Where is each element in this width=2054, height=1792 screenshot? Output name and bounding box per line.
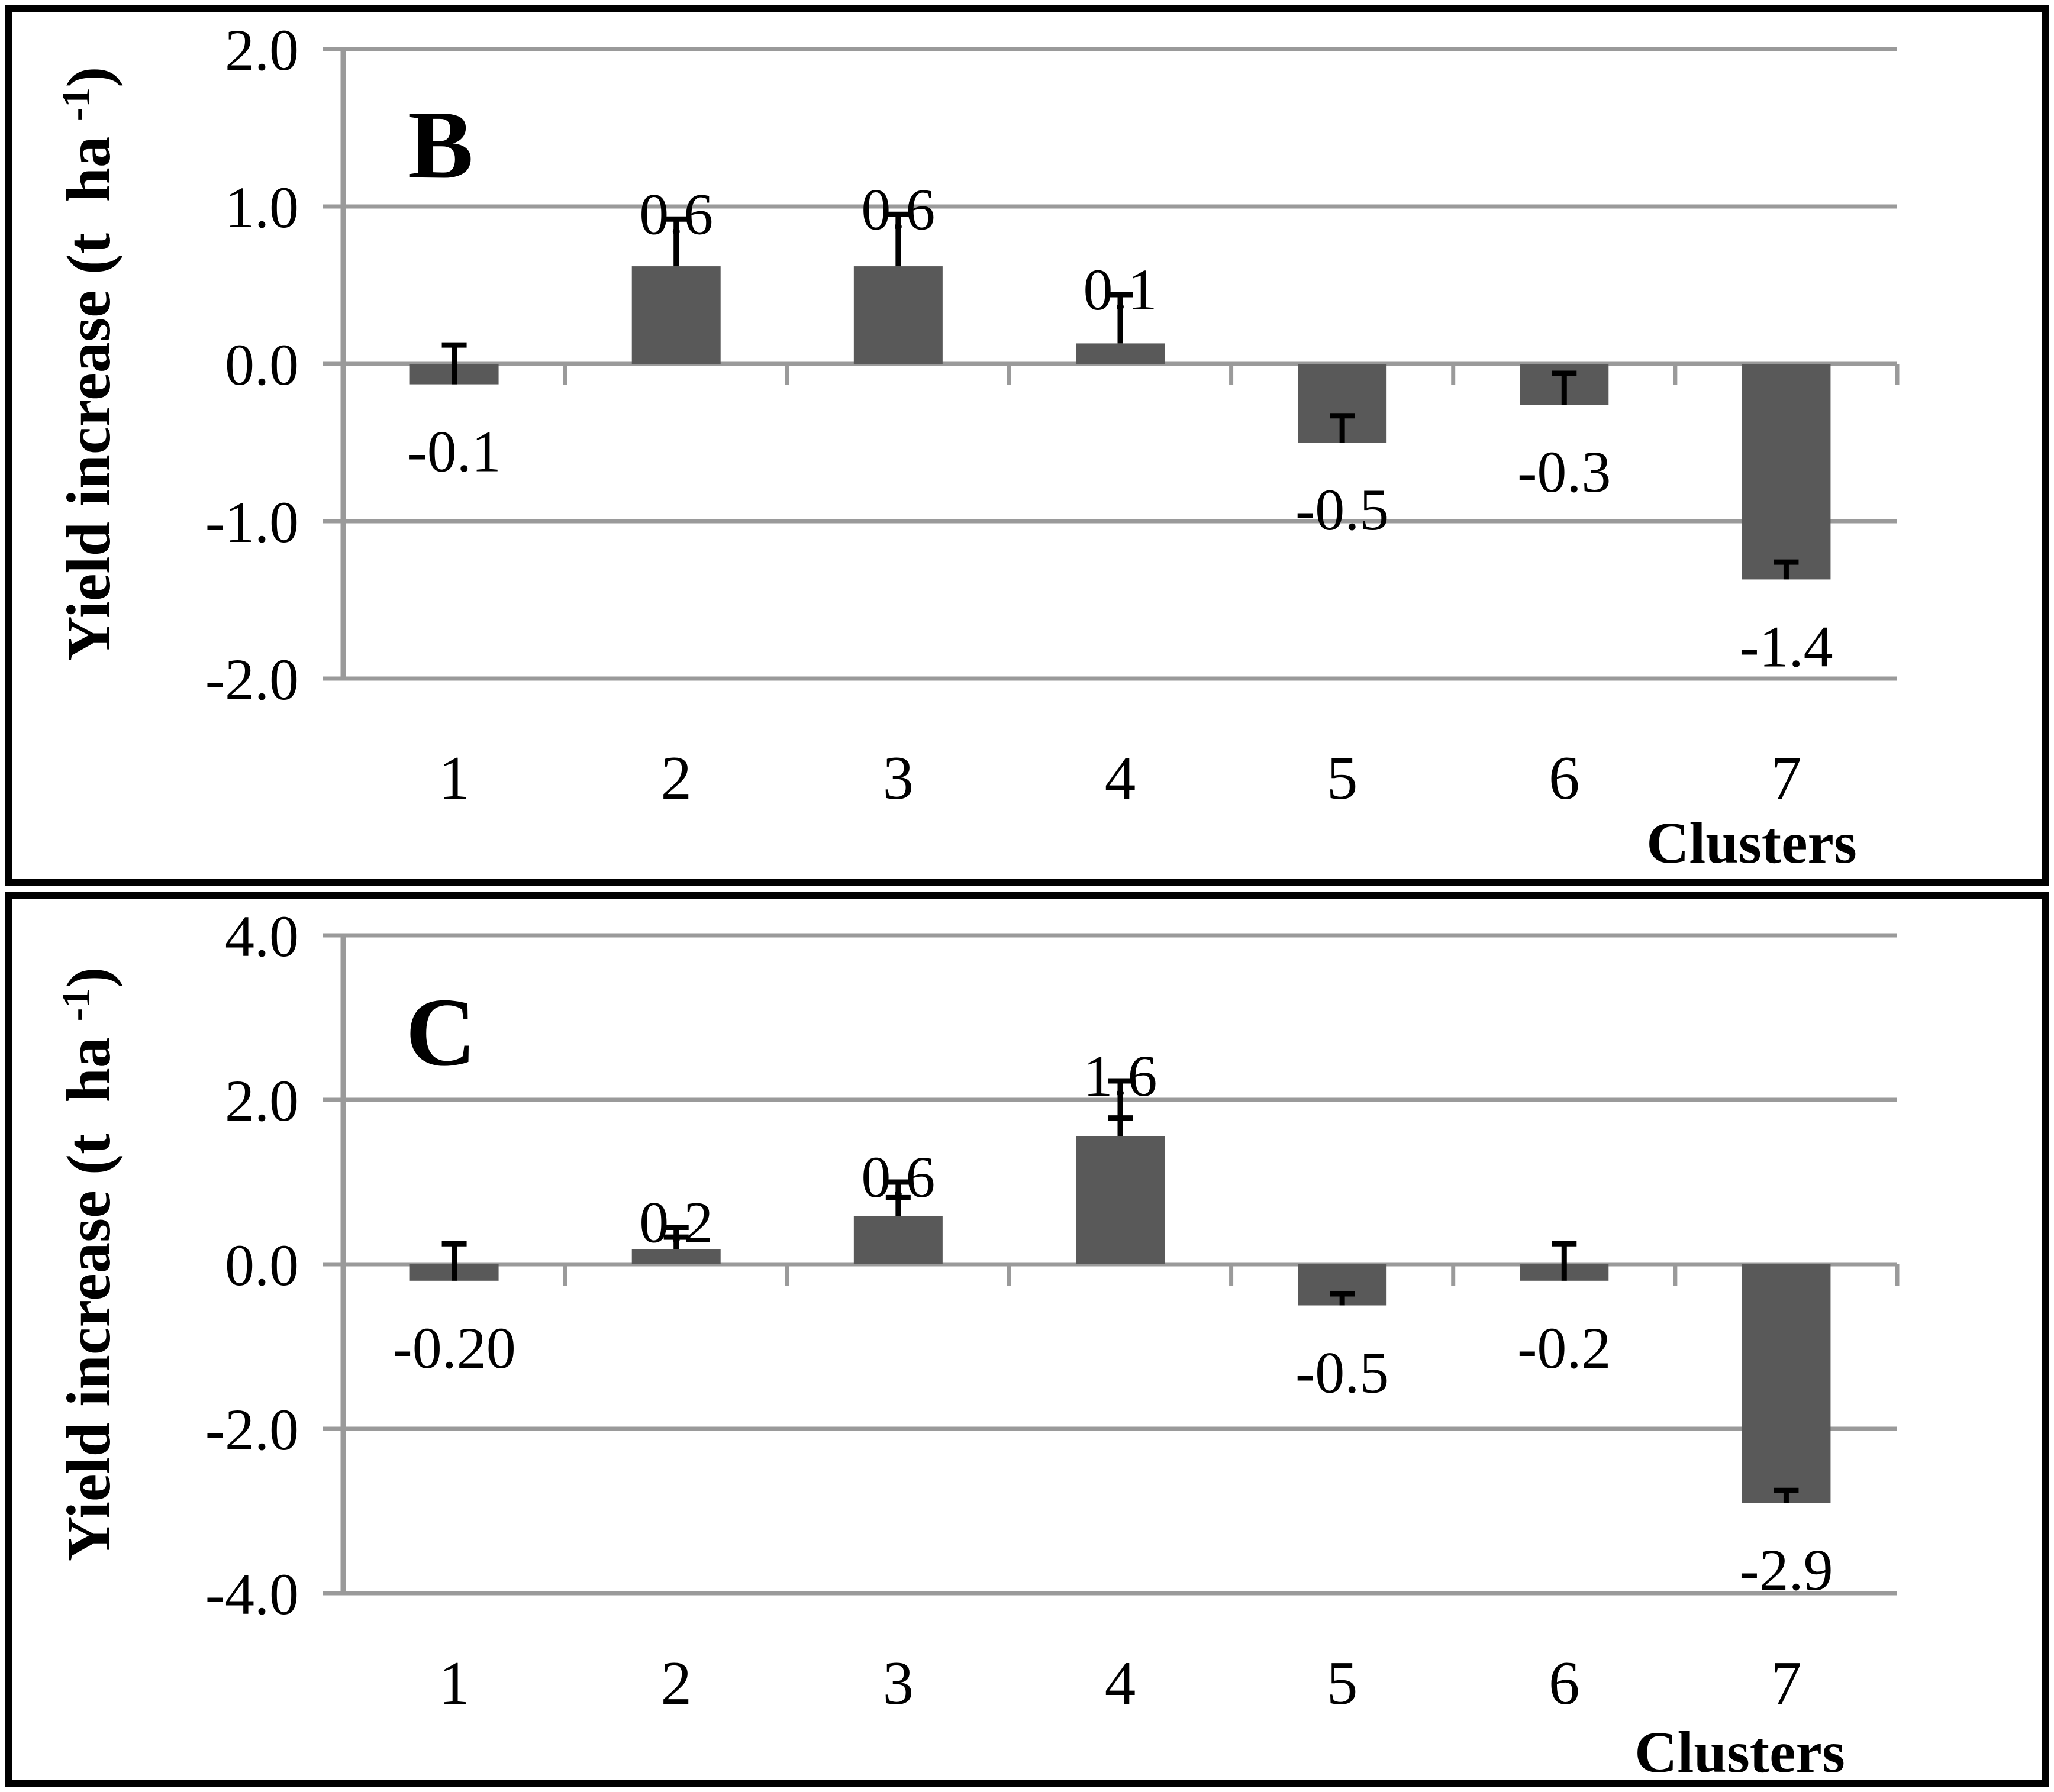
y-tick-label: -1.0 <box>205 489 299 555</box>
x-category-label: 6 <box>1549 1648 1580 1717</box>
bar-value-label: 0.6 <box>861 1144 935 1210</box>
panel-letter: C <box>405 978 476 1086</box>
bar-value-label: -0.3 <box>1517 439 1611 505</box>
panel-border <box>5 5 2049 886</box>
x-category-label: 4 <box>1105 1648 1136 1717</box>
bar-value-label: -0.1 <box>407 419 501 485</box>
x-category-label: 5 <box>1327 1648 1358 1717</box>
x-category-label: 4 <box>1105 743 1136 812</box>
y-tick-label: -2.0 <box>205 647 299 712</box>
panel-c-chart: 4.0 2.0 0.0 -2.0 -4.0 -0.20 0.2 0.6 1.6 -0.5 -0.2 -… <box>5 892 2049 1787</box>
y-axis-title: Yield increase (t ha -1) <box>53 67 123 661</box>
x-category-label: 1 <box>438 1648 470 1717</box>
y-tick-label: 4.0 <box>225 903 299 969</box>
y-axis-title: Yield increase (t ha -1) <box>53 967 123 1561</box>
bar-value-label: 0.6 <box>861 176 935 242</box>
bar <box>1742 1264 1831 1503</box>
y-tick-label: 0.0 <box>225 1232 299 1298</box>
bar-value-label: 0.1 <box>1084 257 1157 322</box>
y-tick-label: 0.0 <box>225 332 299 398</box>
y-tick-label: 1.0 <box>225 175 299 240</box>
panel-letter: B <box>408 91 473 199</box>
bar <box>1076 1136 1165 1264</box>
panel-border <box>5 892 2049 1787</box>
y-tick-label: -4.0 <box>205 1561 299 1627</box>
bar <box>1076 343 1165 364</box>
x-category-label: 6 <box>1549 743 1580 812</box>
bar <box>631 1249 721 1264</box>
bar-value-label: -2.9 <box>1739 1537 1833 1603</box>
y-tick-label: 2.0 <box>225 17 299 83</box>
bar <box>853 1215 943 1264</box>
bar-value-label: -1.4 <box>1739 614 1833 679</box>
y-tick-label: 2.0 <box>225 1068 299 1134</box>
x-axis-title: Clusters <box>1646 810 1857 876</box>
bar-value-label: -0.2 <box>1517 1315 1611 1381</box>
bar-value-label: 1.6 <box>1084 1043 1157 1109</box>
bar-value-label: 0.2 <box>639 1189 713 1255</box>
x-category-label: 2 <box>660 743 692 812</box>
x-category-label: 2 <box>660 1648 692 1717</box>
x-category-label: 5 <box>1327 743 1358 812</box>
y-tick-label: -2.0 <box>205 1397 299 1462</box>
bar-value-label: -0.5 <box>1295 1340 1389 1406</box>
panel-b-chart: 2.0 1.0 0.0 -1.0 -2.0 -0.1 0.6 0.6 0.1 -0.5 -0.3 -1… <box>5 5 2049 886</box>
bar-value-label: -0.20 <box>392 1315 515 1381</box>
bar <box>853 266 943 364</box>
bar <box>631 266 721 364</box>
bar <box>1742 364 1831 580</box>
bar-value-label: -0.5 <box>1295 477 1389 543</box>
x-category-label: 3 <box>883 743 914 812</box>
bar-value-label: 0.6 <box>639 181 713 247</box>
x-category-label: 7 <box>1771 1648 1802 1717</box>
x-axis-title: Clusters <box>1634 1719 1845 1785</box>
x-category-label: 1 <box>438 743 470 812</box>
x-category-label: 7 <box>1771 743 1802 812</box>
x-category-label: 3 <box>883 1648 914 1717</box>
